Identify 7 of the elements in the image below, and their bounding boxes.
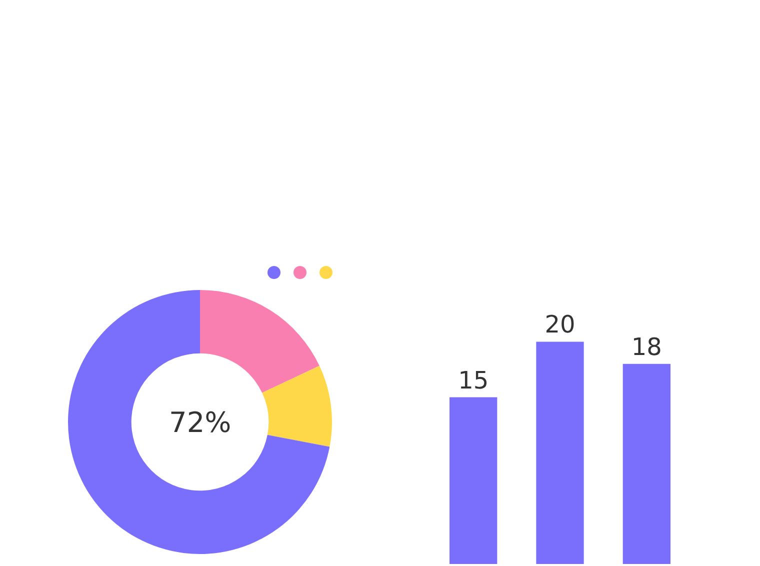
data-label: 20 [544, 310, 576, 339]
donut-slice [68, 290, 330, 554]
text: 72% [169, 406, 232, 439]
data-label: 15 [458, 366, 489, 394]
donut-slice [262, 366, 332, 447]
data-label: 18 [631, 332, 662, 361]
donut-slice [200, 290, 320, 393]
